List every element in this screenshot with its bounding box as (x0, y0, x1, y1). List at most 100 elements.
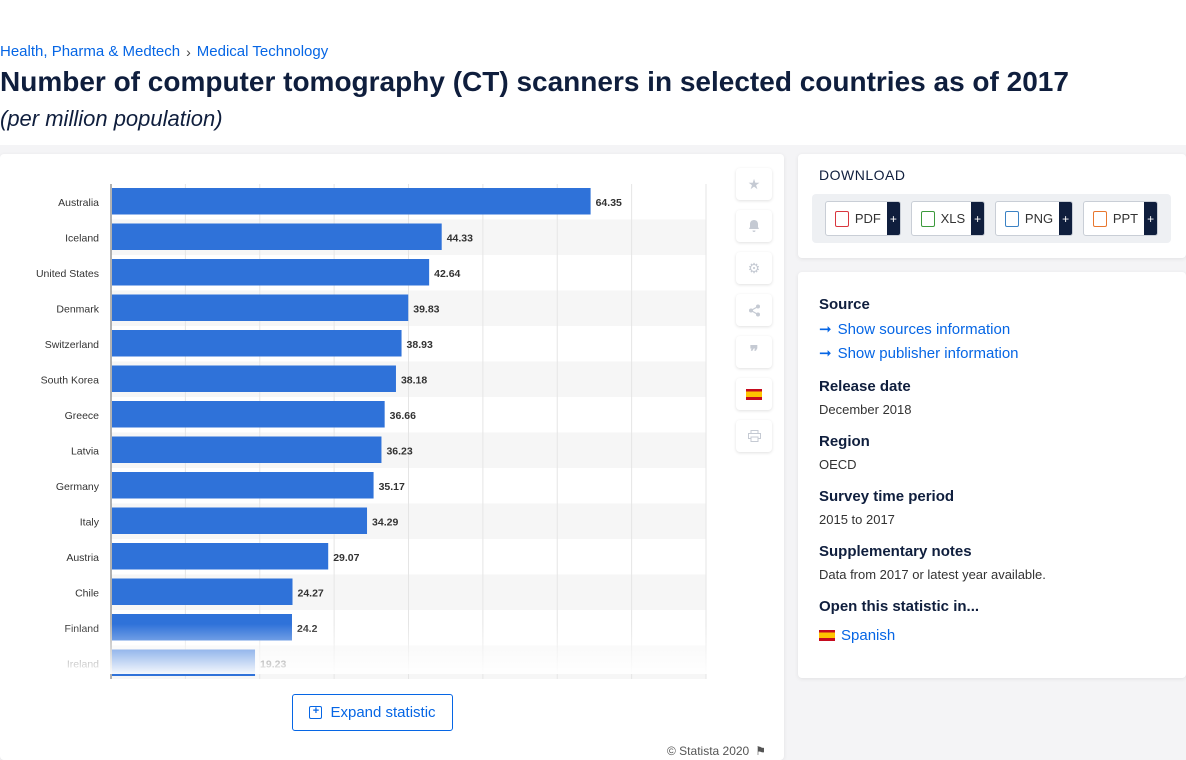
download-title: DOWNLOAD (819, 167, 906, 183)
value-label: 38.18 (401, 374, 427, 386)
survey-period-heading: Survey time period (819, 488, 955, 505)
value-label: 24.27 (298, 587, 324, 599)
open-in-spanish-link[interactable]: Spanish (819, 627, 895, 644)
category-label: Austria (66, 552, 99, 564)
plus-icon[interactable]: + (1144, 202, 1158, 235)
chart-card: Australia 64.35 Iceland 44.33 United States 4… (0, 154, 784, 760)
bar[interactable] (112, 294, 409, 322)
download-ppt-button[interactable]: PPT + (1082, 201, 1159, 236)
page-subtitle: (per million population) (0, 106, 223, 131)
source-heading: Source (819, 296, 870, 313)
xls-file-icon (920, 210, 935, 227)
breadcrumb-item-health[interactable]: Health, Pharma & Medtech (0, 43, 181, 60)
category-label: Australia (58, 197, 99, 209)
bar[interactable] (112, 188, 591, 215)
plus-square-icon: + (309, 706, 323, 719)
value-label: 34.29 (372, 516, 398, 528)
show-sources-link[interactable]: ➞ Show sources information (819, 320, 1011, 339)
bar-chart: Australia 64.35 Iceland 44.33 United States 4… (36, 184, 707, 679)
release-date-value: December 2018 (819, 402, 912, 417)
bar[interactable] (112, 436, 382, 464)
release-date-heading: Release date (819, 378, 911, 395)
category-label: Germany (56, 481, 100, 493)
bar[interactable] (112, 649, 256, 677)
expand-statistic-label: Expand statistic (330, 704, 436, 721)
value-label: 29.07 (333, 552, 359, 564)
value-label: 38.93 (407, 339, 433, 351)
bar[interactable] (112, 578, 293, 606)
value-label: 36.66 (390, 410, 416, 422)
value-label: 35.17 (379, 481, 405, 493)
value-label: 19.23 (260, 658, 286, 670)
bell-icon[interactable] (736, 210, 772, 242)
supplementary-notes-value: Data from 2017 or latest year available. (819, 567, 1046, 582)
plus-icon[interactable]: + (886, 202, 900, 235)
expand-statistic-button[interactable]: + Expand statistic (292, 694, 453, 731)
arrow-right-icon: ➞ (819, 321, 832, 338)
bar[interactable] (112, 330, 402, 357)
show-publisher-link[interactable]: ➞ Show publisher information (819, 344, 1019, 363)
png-file-icon (1004, 210, 1019, 227)
bar[interactable] (112, 259, 430, 286)
download-xls-label: XLS (940, 211, 966, 226)
bar[interactable] (112, 401, 385, 428)
category-label: South Korea (41, 374, 100, 386)
flag-spain-icon (819, 630, 835, 641)
survey-period-value: 2015 to 2017 (819, 512, 895, 527)
category-label: Finland (65, 623, 100, 635)
bar[interactable] (112, 365, 396, 393)
bar[interactable] (112, 223, 442, 251)
copyright: © Statista 2020 ⚑ (667, 744, 766, 758)
bar[interactable] (112, 543, 329, 570)
flag-spain-icon[interactable] (736, 378, 772, 410)
download-pdf-label: PDF (854, 211, 881, 226)
region-heading: Region (819, 433, 870, 450)
show-publisher-label: Show publisher information (837, 344, 1019, 362)
value-label: 44.33 (447, 232, 473, 244)
print-icon[interactable] (736, 420, 772, 452)
statistic-info-card: Source ➞ Show sources information ➞ Show… (798, 272, 1186, 678)
chevron-right-icon: › (186, 43, 191, 60)
value-label: 64.35 (596, 197, 622, 209)
chart-toolbar: ★ ⚙ ❞ (736, 168, 772, 452)
gear-icon[interactable]: ⚙ (736, 252, 772, 284)
category-label: United States (36, 268, 99, 280)
category-label: Chile (75, 587, 99, 599)
value-label: 36.23 (386, 445, 412, 457)
open-in-spanish-label: Spanish (841, 627, 896, 644)
download-png-label: PNG (1024, 211, 1054, 226)
breadcrumb-item-medtech[interactable]: Medical Technology (196, 43, 329, 60)
open-statistic-heading: Open this statistic in... (819, 598, 980, 615)
category-label: Ireland (67, 658, 99, 670)
category-label: Greece (65, 410, 100, 422)
plus-icon[interactable]: + (971, 202, 985, 235)
page-title: Number of computer tomography (CT) scann… (0, 66, 1069, 97)
arrow-right-icon: ➞ (819, 345, 832, 362)
bar[interactable] (112, 614, 292, 641)
category-label: Italy (80, 516, 100, 528)
category-label: Latvia (71, 445, 99, 457)
bar[interactable] (112, 472, 374, 499)
category-label: Switzerland (45, 339, 99, 351)
share-icon[interactable] (736, 294, 772, 326)
category-label: Denmark (56, 303, 99, 315)
bar[interactable] (112, 507, 368, 535)
supplementary-notes-heading: Supplementary notes (819, 543, 972, 560)
download-pdf-button[interactable]: PDF + (824, 201, 901, 236)
pdf-file-icon (834, 210, 849, 227)
breadcrumb: Health, Pharma & Medtech › Medical Techn… (0, 43, 328, 60)
download-xls-button[interactable]: XLS + (910, 201, 986, 236)
show-sources-label: Show sources information (837, 320, 1011, 338)
plus-icon[interactable]: + (1059, 202, 1073, 235)
flag-icon[interactable]: ⚑ (755, 744, 766, 758)
ppt-file-icon (1092, 210, 1107, 227)
header-area: Health, Pharma & Medtech › Medical Techn… (0, 0, 1186, 145)
download-card: DOWNLOAD PDF + XLS + PNG + PPT + (798, 154, 1186, 258)
star-icon[interactable]: ★ (736, 168, 772, 200)
region-value: OECD (819, 457, 857, 472)
quote-icon[interactable]: ❞ (736, 336, 772, 368)
download-png-button[interactable]: PNG + (994, 201, 1074, 236)
download-ppt-label: PPT (1112, 211, 1139, 226)
value-label: 39.83 (413, 303, 439, 315)
copyright-text: © Statista 2020 (667, 744, 750, 758)
